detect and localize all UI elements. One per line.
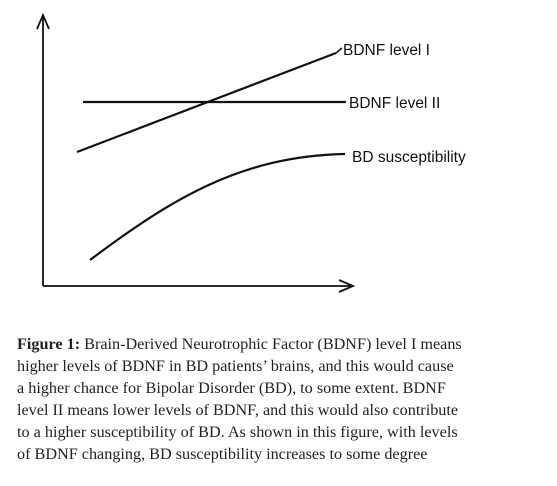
caption-line-5: to a higher susceptibility of BD. As sho…: [17, 423, 458, 441]
bd-susceptibility-curve: [89, 152, 346, 261]
caption-line-1-text: Brain-Derived Neurotrophic Factor (BDNF)…: [80, 335, 462, 353]
bd-susceptibility-label: BD susceptibility: [352, 149, 466, 166]
bdnf-level-1-label: BDNF level I: [343, 42, 430, 59]
caption-figure-label: Figure 1:: [17, 335, 81, 353]
bdnf-diagram: BDNF level I BDNF level II BD susceptibi…: [36, 12, 466, 293]
caption-line-3: a higher chance for Bipolar Disorder (BD…: [17, 379, 446, 397]
bdnf-level-1-leader: [335, 47, 343, 54]
caption-line-1: Figure 1: Brain-Derived Neurotrophic Fac…: [17, 333, 553, 355]
x-axis-arrowhead: [338, 279, 356, 293]
caption-line-2: higher levels of BDNF in BD patients’ br…: [17, 357, 454, 375]
figure-caption: Figure 1: Brain-Derived Neurotrophic Fac…: [17, 333, 553, 465]
y-axis-arrowhead: [36, 12, 50, 30]
bdnf-level-2-label: BDNF level II: [349, 95, 440, 112]
caption-line-4: level II means lower levels of BDNF, and…: [17, 401, 459, 419]
caption-line-6: of BDNF changing, BD susceptibility incr…: [17, 445, 428, 463]
